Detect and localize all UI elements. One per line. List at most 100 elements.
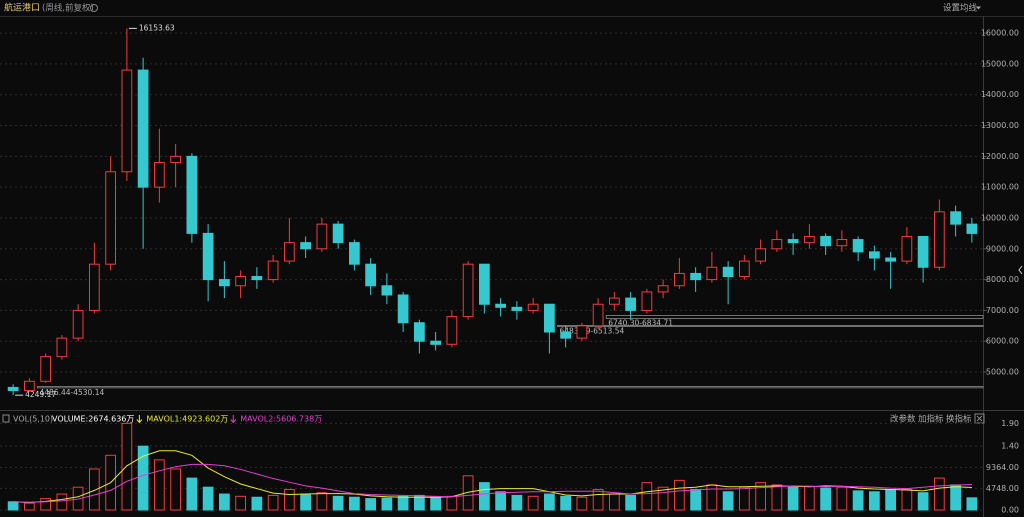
candle-body [267, 260, 279, 281]
price-range-label: 6483.49-6513.54 [560, 326, 625, 335]
candle-body [544, 303, 555, 333]
candle-body [592, 303, 604, 327]
y-tick-label: 1.90 [1001, 419, 1019, 428]
pane-button[interactable]: 加指标 [918, 414, 944, 425]
volume-bar [235, 495, 246, 511]
y-tick-label: 1.40 [1001, 442, 1019, 451]
y-tick-label: 11000.00 [981, 183, 1019, 192]
pane-icon[interactable] [2, 414, 10, 423]
price-range-label: 4486.44-4530.14 [40, 388, 105, 397]
candle-body [251, 276, 263, 281]
candle-body [284, 242, 295, 262]
volume-bar [787, 486, 799, 511]
candle-body [24, 380, 35, 392]
legend-entry: MAVOL2:5606.738万 [240, 415, 322, 424]
candle-body [560, 331, 571, 339]
candle-body [527, 303, 539, 311]
volume-bar [576, 496, 588, 511]
candle-body [706, 266, 718, 281]
volume-bar [7, 501, 19, 511]
candle-body [381, 285, 393, 296]
volume-bar [479, 482, 490, 511]
candle-body [446, 316, 458, 345]
candle-body [495, 303, 506, 308]
candle-body [852, 239, 864, 253]
candle-body [901, 235, 913, 262]
candle-body [820, 235, 831, 247]
price-range-band [37, 386, 984, 389]
volume-bar [202, 486, 214, 511]
y-tick-label: 8000.00 [986, 275, 1019, 284]
y-tick-label: 7000.00 [986, 306, 1019, 315]
price-range-band [605, 315, 984, 319]
volume-bar [592, 488, 604, 511]
candle-body [72, 309, 84, 339]
volume-bar [950, 484, 961, 511]
candle-body [397, 294, 409, 324]
volume-bar [462, 475, 474, 511]
y-tick-label: 9000.00 [986, 244, 1019, 253]
candle-body [934, 211, 945, 268]
candle-body [40, 356, 51, 382]
volume-bar [885, 488, 896, 511]
volume-bar [804, 485, 815, 511]
volume-bar [267, 494, 279, 511]
pane-button[interactable]: 改参数 [890, 414, 916, 425]
volume-bar [186, 477, 198, 511]
candle-body [105, 171, 116, 265]
candle-body [186, 155, 198, 234]
candle-body [690, 272, 701, 281]
candle-body [462, 263, 474, 318]
legend-arrow [230, 415, 237, 424]
moving-average-line [13, 463, 972, 503]
volume-bar [349, 496, 360, 511]
volume-bar [121, 422, 133, 511]
candle-body [365, 263, 376, 287]
pane-button[interactable]: 换指标 [946, 414, 972, 425]
volume-bar [739, 486, 750, 511]
candle-body [479, 263, 490, 305]
high-label: 16153.63 [139, 23, 175, 32]
legend-arrow [136, 415, 143, 424]
y-tick-label: 15000.00 [981, 59, 1019, 68]
ma-settings-button[interactable]: 设置均线 [943, 3, 978, 14]
volume-bar [219, 493, 230, 511]
candle-body [804, 235, 815, 244]
candle-body [7, 386, 19, 392]
volume-bar [657, 486, 669, 511]
volume-bar [674, 479, 685, 511]
y-tick-label: 13000.00 [981, 121, 1019, 130]
dropdown-caret [976, 6, 981, 10]
candle-body [316, 223, 328, 250]
volume-bar [901, 488, 913, 511]
volume-bar [154, 459, 165, 511]
volume-bar [89, 468, 100, 511]
side-handle[interactable] [1018, 265, 1023, 275]
volume-bar [284, 488, 295, 511]
candle-body [300, 242, 311, 250]
candle-body [609, 297, 620, 305]
volume-bar [609, 493, 620, 511]
volume-bar [251, 496, 263, 511]
candle-body [235, 276, 246, 287]
volume-bar [137, 445, 149, 511]
volume-bar [365, 498, 376, 511]
candle-body [674, 272, 685, 287]
volume-bar [430, 496, 441, 511]
volume-bar [820, 487, 831, 511]
close-x [976, 415, 983, 422]
volume-bar [446, 495, 458, 511]
volume-bar [934, 477, 945, 511]
settings-icon[interactable] [90, 4, 98, 12]
volume-bar [495, 491, 506, 511]
close-pane-button[interactable] [974, 413, 985, 424]
candle-body [349, 242, 360, 265]
candle-body [950, 211, 961, 225]
candle-body [576, 325, 588, 339]
price-range-band [557, 324, 984, 327]
candle-body [137, 69, 149, 188]
candle-body [170, 155, 181, 164]
candle-body [202, 232, 214, 281]
